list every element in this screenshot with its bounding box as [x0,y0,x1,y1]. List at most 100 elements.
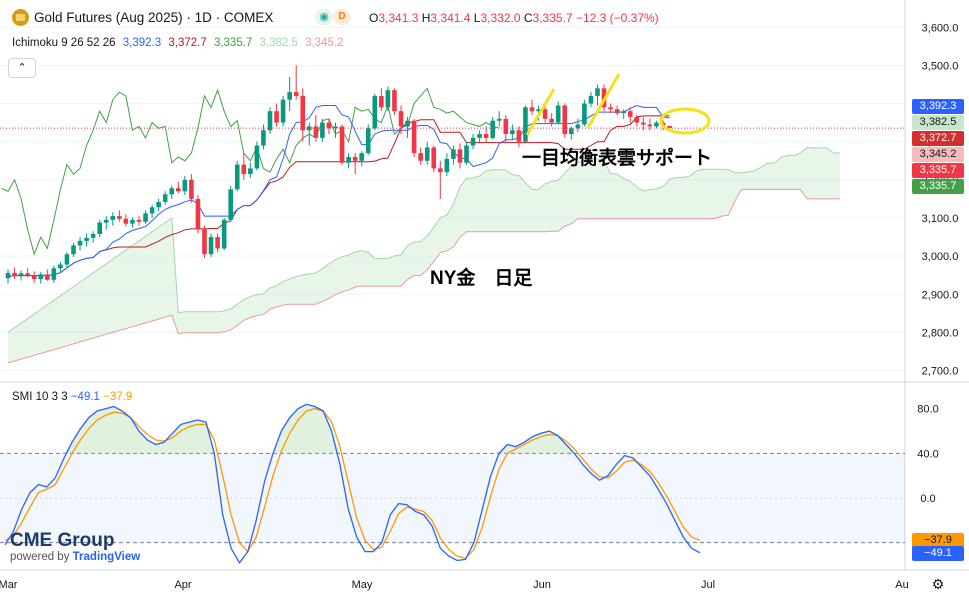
candle-body [451,149,456,159]
collapse-legend-button[interactable]: ⌃ [8,58,36,78]
candle-body [18,273,24,276]
candle-body [280,99,286,123]
candle-body [614,109,620,114]
candle-body [326,122,332,129]
candle-body [496,118,502,121]
candle-body [110,216,116,220]
candle-body [503,118,509,135]
candle-body [444,158,450,173]
logo-main-text: CME Group [10,530,115,551]
candle-body [287,92,292,100]
time-axis-label: May [352,579,373,591]
price-tag: 3,335.7 [912,179,964,194]
time-axis-label: Mar [0,579,18,591]
candle-body [549,118,554,123]
candle-body [77,240,83,246]
ichimoku-value-base: 3,372.7 [168,37,207,49]
smi-overbought-fill [5,404,700,454]
price-tag: 3,372.7 [912,131,964,146]
candle-body [103,219,109,223]
candle-body [470,137,476,146]
ichimoku-value-conversion: 3,392.3 [122,37,162,49]
candle-body [431,147,437,169]
ichimoku-base-line [7,115,670,277]
price-tag: 3,382.5 [912,115,964,130]
candle-body [261,130,266,146]
candle-body [365,128,371,154]
symbol-title[interactable]: Gold Futures (Aug 2025) · 1D · COMEX [34,10,274,25]
candle-body [38,274,44,280]
price-tick-label: 3,000.0 [922,251,959,263]
delayed-badge[interactable]: D [333,9,351,25]
trend-marker-1 [525,88,556,136]
ichimoku-conversion-line [7,104,670,277]
candle-body [313,126,319,138]
candle-body [477,134,482,138]
candle-body [58,264,63,269]
chart-title-annotation: NY金 日足 [430,268,533,289]
candle-body [346,156,351,163]
price-tick-label: 3,500.0 [922,60,959,72]
cme-logo[interactable]: CME Group powered by TradingView [10,530,140,563]
candle-body [169,188,175,195]
candle-body [424,147,430,161]
ichimoku-legend[interactable]: Ichimoku 9 26 52 26 3,392.3 3,372.7 3,33… [12,37,347,49]
candle-body [372,95,378,129]
candle-body [293,92,299,96]
candle-body [71,245,76,255]
candle-body [647,124,653,127]
candle-body [136,219,142,222]
candle-body [176,188,181,192]
candle-body [12,272,17,276]
candle-body [189,179,194,199]
candle-body [215,237,220,249]
candle-body [438,168,443,173]
candle-body [385,90,391,108]
candle-body [221,219,227,249]
candle-body [523,107,528,142]
candle-body [254,145,260,169]
smi-tick-label: 0.0 [920,493,935,505]
support-highlight-circle [659,107,711,135]
eye-icon[interactable]: ◉ [315,9,333,25]
gear-icon[interactable]: ⚙ [931,576,945,592]
close-label: C [523,11,533,25]
candle-body [575,124,581,129]
ichimoku-span-a [7,146,840,333]
smi-label: SMI 10 3 3 [12,391,68,403]
candle-body [274,111,279,123]
price-tag: 3,345.2 [912,147,964,162]
candle-body [90,234,96,238]
close-value: 3,335.7 [532,11,573,25]
candle-body [562,105,568,135]
candle-body [248,168,253,175]
smi-value-tag: −49.1 [912,546,964,561]
smi-tick-label: 40.0 [917,448,938,460]
candle-body [241,164,247,175]
candle-body [162,194,168,202]
smi-value-tag: −37.9 [912,533,964,548]
candle-body [529,107,535,112]
candle-body [182,179,188,192]
candle-body [379,95,384,108]
open-value: 3,341.3 [378,11,419,25]
candle-body [31,275,37,280]
candle-body [536,109,541,112]
candle-body [411,120,417,154]
logo-sub-text: powered by TradingView [10,551,141,563]
price-tick-label: 2,700.0 [922,366,959,378]
change-value: −12.3 (−0.37%) [575,11,659,25]
price-tick-label: 2,900.0 [922,289,959,301]
ichimoku-value-span-b: 3,345.2 [305,37,344,49]
price-tick-label: 2,800.0 [922,327,959,339]
candle-body [117,216,122,219]
candle-body [149,207,155,214]
ichimoku-cloud [8,147,840,363]
candle-body [130,219,135,224]
candle-body [490,120,495,138]
smi-signal-value: −37.9 [103,391,133,403]
candle-body [667,125,672,129]
smi-legend[interactable]: SMI 10 3 3 −49.1 −37.9 [12,391,132,403]
candle-body [516,130,522,142]
